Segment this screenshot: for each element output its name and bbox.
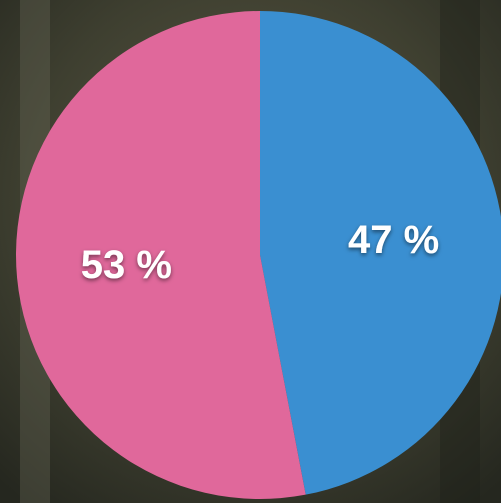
value-label: 53 %	[81, 243, 172, 287]
pie-slice	[260, 11, 501, 495]
value-label: 47 %	[348, 218, 439, 262]
pie-slice	[16, 10, 306, 500]
